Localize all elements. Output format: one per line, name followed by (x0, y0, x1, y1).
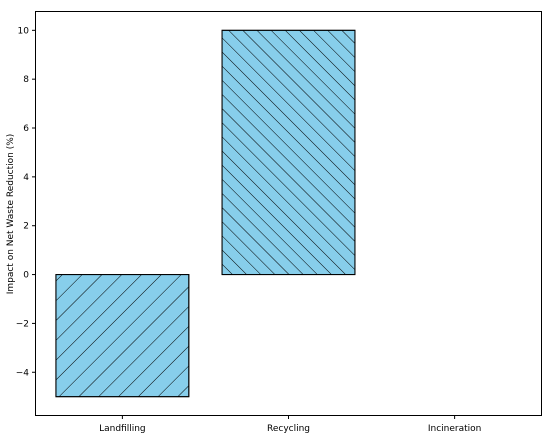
plot-frame (35, 11, 542, 416)
y-tick-label: 2 (23, 222, 29, 232)
y-axis: −4 −2 0 2 4 6 8 10 (16, 26, 36, 378)
y-tick-label: 10 (18, 26, 30, 36)
x-axis: Landfilling Recycling Incineration (99, 415, 481, 434)
y-tick-label: −2 (16, 319, 29, 329)
y-tick-label: 4 (23, 173, 29, 183)
y-tick-label: −4 (16, 368, 30, 378)
bar-hatch-landfilling (55, 274, 190, 398)
x-tick-label-incineration: Incineration (428, 424, 482, 434)
x-tick-label-recycling: Recycling (267, 424, 310, 434)
x-tick-label-landfilling: Landfilling (99, 424, 146, 434)
bars-layer (55, 29, 356, 398)
y-tick-label: 8 (23, 75, 29, 85)
y-axis-label: Impact on Net Waste Reduction (%) (6, 134, 16, 295)
bar-hatch-recycling (221, 29, 356, 276)
y-tick-label: 6 (23, 124, 29, 134)
y-tick-label: 0 (23, 271, 29, 281)
